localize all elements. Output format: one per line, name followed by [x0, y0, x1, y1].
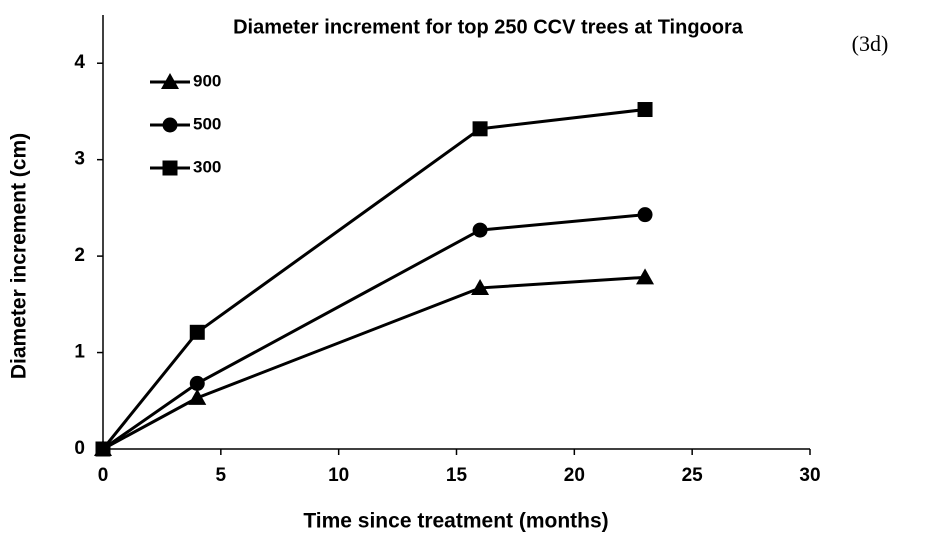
line — [102, 275, 646, 451]
y-tick-label: 2 — [74, 245, 85, 266]
x-tick-label: 15 — [446, 465, 468, 486]
marker — [472, 222, 488, 238]
line — [101, 108, 646, 450]
marker — [95, 441, 111, 457]
marker — [162, 117, 178, 133]
marker — [471, 278, 490, 295]
marker — [472, 121, 488, 137]
marker — [189, 324, 205, 340]
annotation: (3d) — [852, 31, 889, 56]
x-tick-label: 5 — [216, 465, 227, 486]
line — [102, 213, 646, 451]
x-tick-label: 0 — [98, 465, 109, 486]
y-tick-label: 3 — [74, 149, 85, 170]
y-tick-label: 1 — [74, 342, 85, 363]
legend-label: 500 — [193, 114, 221, 133]
x-tick-label: 25 — [682, 465, 704, 486]
marker — [189, 375, 205, 391]
y-tick-label: 0 — [74, 438, 85, 459]
legend-label: 300 — [193, 157, 221, 176]
y-axis-label: Diameter increment (cm) — [8, 133, 31, 379]
marker — [188, 388, 207, 405]
marker — [162, 160, 178, 176]
legend-label: 900 — [193, 71, 221, 90]
marker — [161, 73, 179, 89]
x-tick-label: 20 — [564, 465, 585, 486]
marker — [637, 102, 653, 118]
x-axis-label: Time since treatment (months) — [303, 510, 608, 533]
x-tick-label: 10 — [328, 465, 349, 486]
x-tick-label: 30 — [799, 465, 820, 486]
y-tick-label: 4 — [74, 52, 85, 73]
marker — [637, 207, 653, 223]
chart-title: Diameter increment for top 250 CCV trees… — [233, 16, 744, 38]
marker — [636, 268, 655, 285]
